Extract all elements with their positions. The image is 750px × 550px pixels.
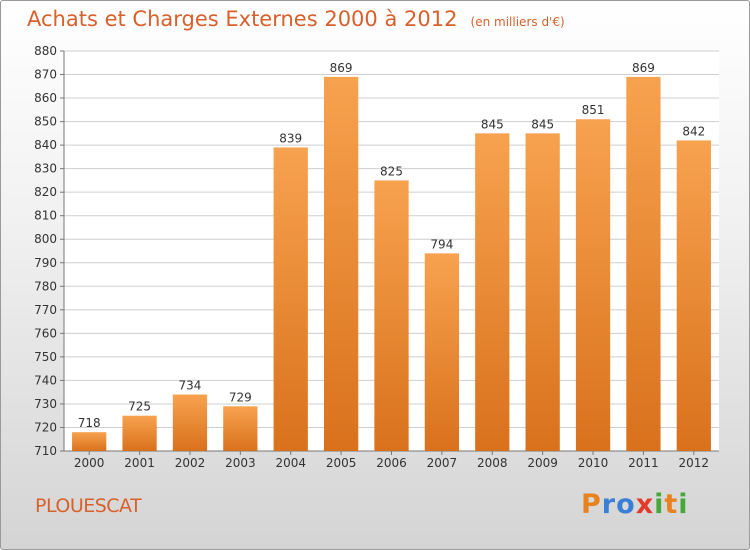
data-label: 839 — [279, 131, 302, 145]
data-label: 825 — [380, 164, 403, 178]
y-tick-label: 830 — [34, 162, 57, 176]
bar — [575, 119, 611, 451]
brand-letter: i — [654, 489, 665, 520]
x-tick-label: 2010 — [578, 456, 609, 470]
x-tick-label: 2004 — [275, 456, 306, 470]
data-label: 869 — [632, 61, 655, 75]
brand-letter: x — [635, 489, 655, 520]
bar — [525, 133, 560, 451]
y-tick-label: 730 — [34, 397, 57, 411]
bar — [374, 180, 409, 452]
y-tick-label: 870 — [34, 68, 57, 82]
data-label: 851 — [582, 103, 605, 117]
bar — [424, 253, 460, 451]
y-tick-label: 790 — [34, 256, 57, 270]
data-label: 842 — [682, 124, 705, 138]
x-tick-label: 2002 — [175, 456, 206, 470]
x-tick-label: 2011 — [628, 456, 659, 470]
y-tick-label: 750 — [34, 350, 57, 364]
y-tick-label: 770 — [34, 303, 57, 317]
brand-letter: r — [601, 489, 617, 520]
bar — [475, 133, 510, 451]
y-tick-label: 760 — [34, 326, 57, 340]
y-tick-label: 720 — [34, 420, 57, 434]
y-tick-label: 840 — [34, 138, 57, 152]
data-label: 718 — [78, 416, 101, 430]
y-tick-label: 810 — [34, 209, 57, 223]
location-label: PLOUESCAT — [35, 495, 142, 517]
bar — [122, 415, 157, 451]
x-tick-label: 2009 — [527, 456, 558, 470]
x-tick-label: 2003 — [225, 456, 256, 470]
x-tick-label: 2000 — [74, 456, 105, 470]
data-label: 734 — [179, 379, 202, 393]
brand-letter: i — [678, 489, 689, 520]
x-tick-label: 2001 — [124, 456, 155, 470]
data-label: 725 — [128, 400, 151, 414]
x-tick-label: 2008 — [477, 456, 508, 470]
bar — [676, 140, 711, 452]
y-tick-label: 710 — [34, 444, 57, 458]
brand-letter: o — [616, 489, 636, 520]
bar — [273, 147, 308, 451]
x-tick-label: 2007 — [427, 456, 458, 470]
brand-logo: Proxiti — [581, 489, 689, 520]
data-label: 794 — [430, 237, 453, 251]
x-tick-label: 2012 — [679, 456, 710, 470]
data-label: 869 — [330, 61, 353, 75]
x-tick-label: 2005 — [326, 456, 357, 470]
bar — [323, 76, 359, 451]
y-tick-label: 850 — [34, 115, 57, 129]
bar — [626, 76, 661, 451]
brand-letter: t — [664, 489, 679, 520]
chart-subtitle: (en milliers d'€) — [470, 15, 565, 29]
y-tick-label: 820 — [34, 185, 57, 199]
brand-letter: P — [581, 489, 602, 520]
x-tick-label: 2006 — [376, 456, 407, 470]
chart-title: Achats et Charges Externes 2000 à 2012 — [27, 7, 458, 31]
y-tick-label: 740 — [34, 373, 57, 387]
data-label: 729 — [229, 390, 252, 404]
bar — [172, 394, 208, 451]
y-tick-label: 780 — [34, 279, 57, 293]
y-tick-label: 800 — [34, 232, 57, 246]
y-tick-label: 880 — [34, 44, 57, 58]
data-label: 845 — [481, 117, 504, 131]
bar — [72, 432, 107, 451]
data-label: 845 — [531, 117, 554, 131]
y-tick-label: 860 — [34, 91, 57, 105]
chart-header: Achats et Charges Externes 2000 à 2012 (… — [27, 7, 565, 31]
bar — [223, 406, 258, 451]
